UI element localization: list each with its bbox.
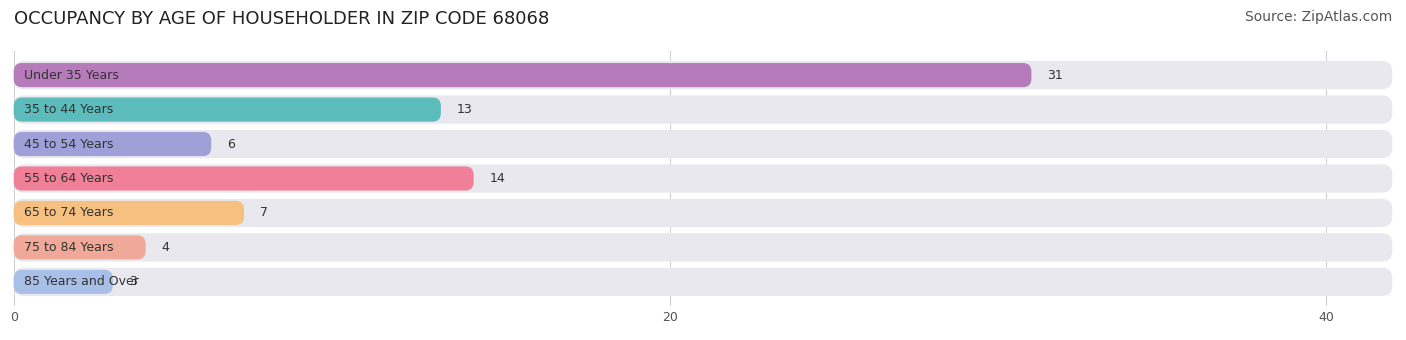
Text: 7: 7 [260,206,269,219]
FancyBboxPatch shape [14,201,245,225]
FancyBboxPatch shape [14,167,474,190]
Text: 14: 14 [489,172,506,185]
FancyBboxPatch shape [14,96,1392,124]
FancyBboxPatch shape [14,268,1392,296]
Text: Under 35 Years: Under 35 Years [24,69,118,82]
Text: 13: 13 [457,103,472,116]
Text: 4: 4 [162,241,170,254]
FancyBboxPatch shape [14,235,146,259]
Text: 75 to 84 Years: 75 to 84 Years [24,241,114,254]
FancyBboxPatch shape [14,63,1032,87]
Text: Source: ZipAtlas.com: Source: ZipAtlas.com [1244,10,1392,24]
Text: 55 to 64 Years: 55 to 64 Years [24,172,114,185]
Text: 35 to 44 Years: 35 to 44 Years [24,103,112,116]
FancyBboxPatch shape [14,233,1392,261]
Text: 85 Years and Over: 85 Years and Over [24,275,139,288]
FancyBboxPatch shape [14,199,1392,227]
FancyBboxPatch shape [14,164,1392,193]
Text: OCCUPANCY BY AGE OF HOUSEHOLDER IN ZIP CODE 68068: OCCUPANCY BY AGE OF HOUSEHOLDER IN ZIP C… [14,10,550,28]
Text: 3: 3 [129,275,136,288]
FancyBboxPatch shape [14,270,112,294]
Text: 6: 6 [228,138,235,151]
Text: 31: 31 [1047,69,1063,82]
FancyBboxPatch shape [14,61,1392,89]
FancyBboxPatch shape [14,130,1392,158]
Text: 65 to 74 Years: 65 to 74 Years [24,206,114,219]
FancyBboxPatch shape [14,98,441,122]
FancyBboxPatch shape [14,132,211,156]
Text: 45 to 54 Years: 45 to 54 Years [24,138,114,151]
